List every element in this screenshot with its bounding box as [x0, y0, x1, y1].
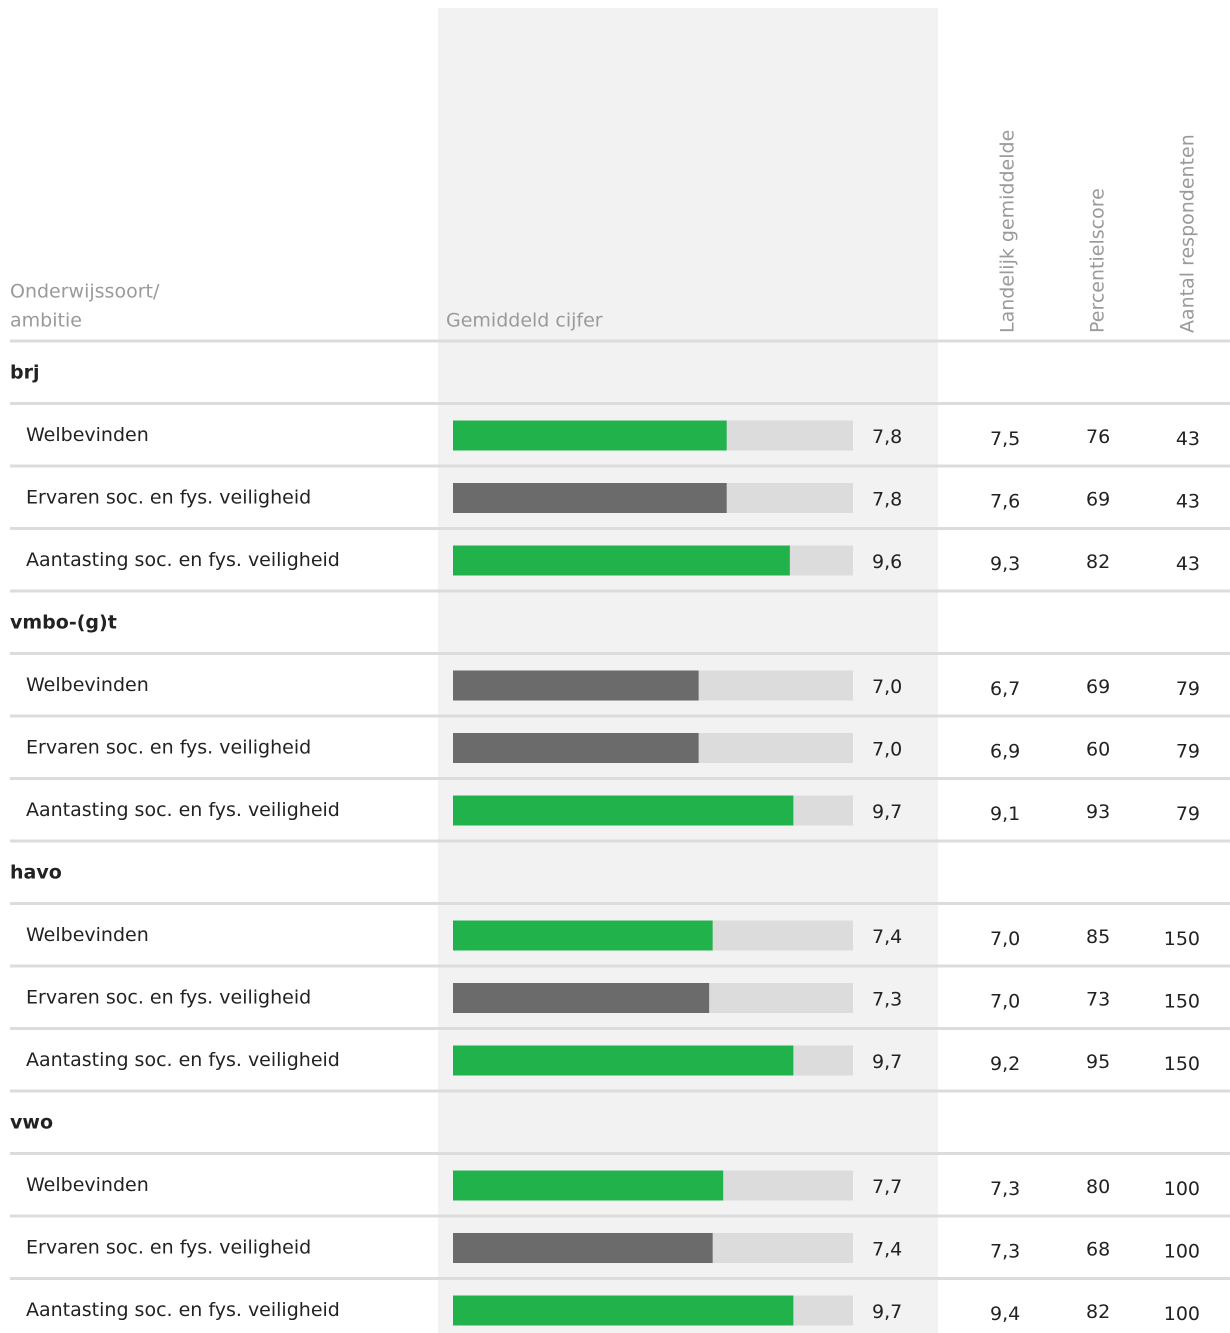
- landelijk-cell: 7,0: [990, 928, 1020, 950]
- landelijk-cell: 7,3: [990, 1241, 1020, 1263]
- header-label: Percentielscore: [1087, 188, 1109, 333]
- landelijk-cell: 7,6: [990, 491, 1020, 513]
- row-label: Ervaren soc. en fys. veiligheid: [26, 737, 311, 759]
- row-label: Aantasting soc. en fys. veiligheid: [26, 549, 340, 571]
- group-label: vwo: [10, 1112, 53, 1134]
- aantal-cell: 79: [1176, 803, 1200, 825]
- bar: [453, 670, 699, 701]
- landelijk-cell: 7,3: [990, 1178, 1020, 1200]
- row-label: Ervaren soc. en fys. veiligheid: [26, 1237, 311, 1259]
- value-label: 7,8: [872, 426, 902, 448]
- aantal-cell: 79: [1176, 678, 1200, 700]
- percentiel-cell: 93: [1086, 801, 1110, 823]
- percentiel-cell: 82: [1086, 1301, 1110, 1323]
- aantal-cell: 79: [1176, 741, 1200, 763]
- row-label: Ervaren soc. en fys. veiligheid: [26, 487, 311, 509]
- header-label: Aantal respondenten: [1177, 134, 1199, 333]
- landelijk-cell: 6,9: [990, 741, 1020, 763]
- group-label: havo: [10, 862, 62, 884]
- bar: [453, 1295, 794, 1326]
- value-label: 7,3: [872, 989, 902, 1011]
- landelijk-cell: 6,7: [990, 678, 1020, 700]
- value-label: 9,6: [872, 551, 902, 573]
- row-label: Aantasting soc. en fys. veiligheid: [26, 1299, 340, 1321]
- bar: [453, 920, 713, 951]
- bar: [453, 1233, 713, 1263]
- landelijk-cell: 7,5: [990, 428, 1020, 450]
- aantal-cell: 43: [1176, 428, 1200, 450]
- value-label: 7,4: [872, 1239, 902, 1261]
- row-label: Ervaren soc. en fys. veiligheid: [26, 987, 311, 1009]
- group-label: vmbo-(g)t: [10, 612, 117, 634]
- header-label: Gemiddeld cijfer: [446, 310, 603, 332]
- landelijk-cell: 9,4: [990, 1303, 1020, 1325]
- percentiel-cell: 60: [1086, 739, 1110, 761]
- percentiel-cell: 85: [1086, 926, 1110, 948]
- landelijk-cell: 9,1: [990, 803, 1020, 825]
- row-label: Welbevinden: [26, 1174, 149, 1196]
- percentiel-cell: 80: [1086, 1176, 1110, 1198]
- percentiel-cell: 95: [1086, 1051, 1110, 1073]
- landelijk-cell: 9,2: [990, 1053, 1020, 1075]
- value-label: 7,0: [872, 739, 902, 761]
- bar: [453, 545, 790, 576]
- percentiel-cell: 73: [1086, 989, 1110, 1011]
- percentiel-cell: 82: [1086, 551, 1110, 573]
- bar: [453, 483, 727, 513]
- value-label: 7,0: [872, 676, 902, 698]
- percentiel-cell: 69: [1086, 676, 1110, 698]
- value-label: 9,7: [872, 801, 902, 823]
- row-label: Welbevinden: [26, 424, 149, 446]
- percentiel-cell: 69: [1086, 489, 1110, 511]
- percentiel-cell: 68: [1086, 1239, 1110, 1261]
- bar: [453, 733, 699, 763]
- percentiel-cell: 76: [1086, 426, 1110, 448]
- landelijk-cell: 7,0: [990, 991, 1020, 1013]
- group-label: brj: [10, 362, 39, 384]
- row-label: Aantasting soc. en fys. veiligheid: [26, 1049, 340, 1071]
- header-label: Onderwijssoort/: [10, 281, 160, 303]
- row-label: Aantasting soc. en fys. veiligheid: [26, 799, 340, 821]
- header-label: ambitie: [10, 310, 82, 332]
- landelijk-cell: 9,3: [990, 553, 1020, 575]
- value-label: 9,7: [872, 1051, 902, 1073]
- value-label: 7,7: [872, 1176, 902, 1198]
- bar: [453, 1045, 794, 1076]
- value-label: 7,4: [872, 926, 902, 948]
- value-label: 9,7: [872, 1301, 902, 1323]
- bar: [453, 983, 710, 1013]
- aantal-cell: 150: [1164, 1053, 1200, 1075]
- header-label: Landelijk gemiddelde: [997, 130, 1019, 333]
- aantal-cell: 150: [1164, 928, 1200, 950]
- row-label: Welbevinden: [26, 674, 149, 696]
- aantal-cell: 100: [1164, 1241, 1200, 1263]
- aantal-cell: 100: [1164, 1303, 1200, 1325]
- aantal-cell: 150: [1164, 991, 1200, 1013]
- aantal-cell: 100: [1164, 1178, 1200, 1200]
- aantal-cell: 43: [1176, 553, 1200, 575]
- aantal-cell: 43: [1176, 491, 1200, 513]
- bar: [453, 795, 794, 826]
- bar: [453, 420, 727, 451]
- row-label: Welbevinden: [26, 924, 149, 946]
- bar: [453, 1170, 724, 1201]
- value-label: 7,8: [872, 489, 902, 511]
